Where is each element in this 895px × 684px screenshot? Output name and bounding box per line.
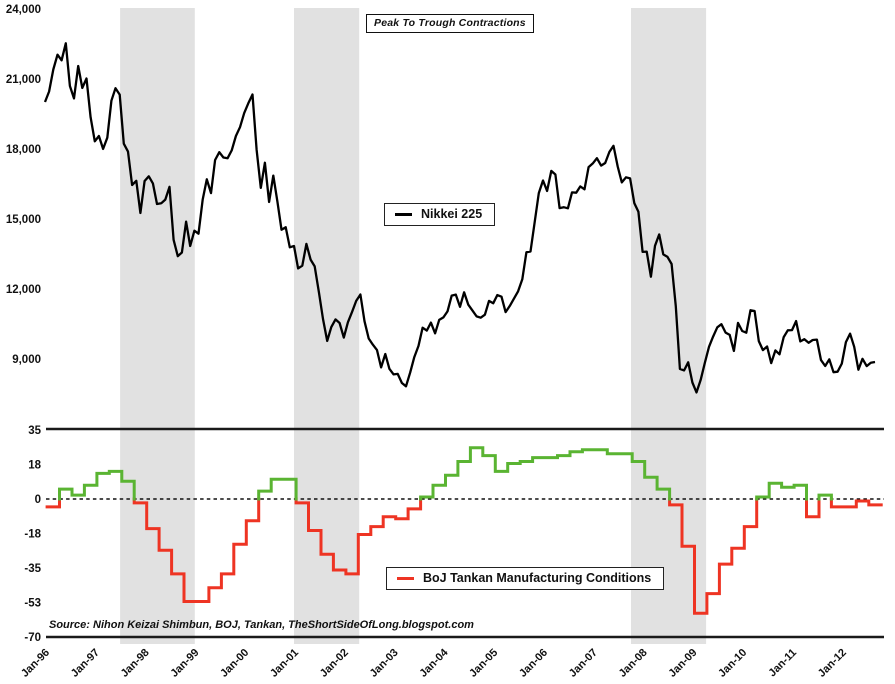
tankan-legend: BoJ Tankan Manufacturing Conditions [386,567,665,590]
x-axis-label: Jan-03 [368,647,401,680]
x-axis-label: Jan-00 [218,647,251,680]
x-axis-label: Jan-10 [716,647,749,680]
y-axis-label-tankan: -35 [24,563,41,575]
x-axis-label: Jan-12 [816,647,849,680]
y-axis-label-tankan: 18 [28,460,41,472]
nikkei-line-swatch-icon [395,212,412,216]
x-axis-label: Jan-02 [318,647,351,680]
contraction-band [120,8,195,644]
nikkei-series-line [43,42,876,394]
x-axis-label: Jan-05 [467,647,500,680]
peak-to-trough-title-box: Peak To Trough Contractions [366,14,534,33]
x-axis-label: Jan-98 [119,647,152,680]
x-axis-label: Jan-01 [268,647,301,680]
x-axis-label: Jan-06 [517,647,550,680]
contraction-band [294,8,360,644]
x-axis-label: Jan-99 [168,647,201,680]
tankan-line-swatch-icon [397,576,414,580]
x-axis-label: Jan-96 [19,647,52,680]
x-axis-label: Jan-11 [766,647,799,680]
x-axis-label: Jan-09 [666,647,699,680]
y-axis-label-tankan: 35 [28,425,41,437]
y-axis-label-tankan: -18 [24,529,41,541]
nikkei-legend: Nikkei 225 [384,203,496,226]
y-axis-label-nikkei: 15,000 [6,214,41,226]
y-axis-label-nikkei: 21,000 [6,74,41,86]
contraction-band [631,8,707,644]
y-axis-label-nikkei: 12,000 [6,284,41,296]
tankan-series-line-positive [58,446,833,501]
y-axis-label-nikkei: 24,000 [6,4,41,16]
y-axis-label-nikkei: 18,000 [6,144,41,156]
x-axis-label: Jan-07 [567,647,600,680]
tankan-legend-label: BoJ Tankan Manufacturing Conditions [423,571,652,585]
peak-to-trough-title-label: Peak To Trough Contractions [374,17,526,29]
tankan-series-line-negative [45,497,883,615]
x-axis-label: Jan-97 [69,647,102,680]
nikkei-legend-label: Nikkei 225 [421,207,483,221]
source-note: Source: Nihon Keizai Shimbun, BOJ, Tanka… [49,619,474,631]
x-axis-label: Jan-08 [617,647,650,680]
x-axis-label: Jan-04 [417,646,451,680]
y-axis-label-tankan: -70 [24,632,41,644]
y-axis-label-tankan: -53 [24,598,41,610]
y-axis-label-tankan: 0 [35,494,41,506]
y-axis-label-nikkei: 9,000 [12,354,41,366]
